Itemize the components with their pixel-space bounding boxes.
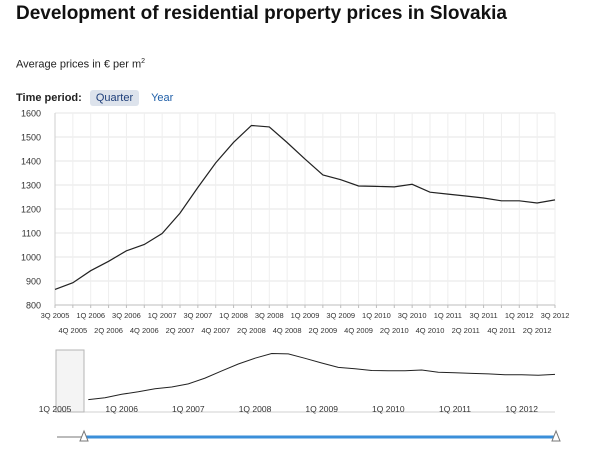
data-point[interactable] [160,231,165,236]
x-tick-label: 1Q 2008 [219,311,248,320]
x-tick-label: 2Q 2010 [380,326,409,335]
x-tick-label: 1Q 2011 [434,311,462,320]
data-point[interactable] [445,192,450,197]
x-tick-label: 2Q 2007 [166,326,195,335]
data-point[interactable] [338,177,343,182]
x-tick-label: 1Q 2012 [505,311,534,320]
quarter-button[interactable]: Quarter [89,90,140,106]
data-point[interactable] [70,280,75,285]
data-point[interactable] [124,248,129,253]
x-tick-label: 2Q 2011 [452,326,480,335]
y-tick-label: 1600 [21,109,41,119]
x-tick-label: 2Q 2006 [94,326,123,335]
navigator-selection[interactable] [55,349,85,413]
y-tick-label: 1500 [21,133,41,143]
x-tick-label: 4Q 2009 [344,326,373,335]
data-point[interactable] [481,195,486,200]
chart-title: Development of residential property pric… [16,3,507,24]
x-tick-label: 1Q 2007 [148,311,177,320]
data-point[interactable] [106,259,111,264]
y-tick-label: 1000 [21,253,41,263]
navigator-label: 1Q 2005 [39,404,72,414]
data-point[interactable] [303,157,308,162]
navigator-label: 1Q 2008 [239,404,272,414]
slider-handle-left[interactable] [79,429,89,442]
x-tick-label: 3Q 2008 [255,311,284,320]
x-tick-label: 1Q 2010 [362,311,391,320]
data-point[interactable] [249,123,254,128]
x-tick-label: 4Q 2005 [58,326,87,335]
x-tick-label: 4Q 2007 [201,326,230,335]
navigator-label: 1Q 2011 [439,404,471,414]
data-point[interactable] [267,124,272,129]
data-point[interactable] [142,242,147,247]
data-point[interactable] [195,185,200,190]
navigator-label: 1Q 2012 [505,404,538,414]
data-point[interactable] [535,201,540,206]
x-tick-label: 3Q 2007 [183,311,212,320]
navigator-label: 1Q 2007 [172,404,205,414]
x-tick-label: 4Q 2006 [130,326,159,335]
slider-handle-right[interactable] [551,429,561,442]
data-point[interactable] [320,172,325,177]
data-point[interactable] [517,198,522,203]
x-tick-label: 2Q 2009 [308,326,337,335]
x-tick-label: 4Q 2011 [487,326,515,335]
price-series-line [54,124,556,290]
x-tick-label: 3Q 2009 [326,311,355,320]
data-point[interactable] [410,182,415,187]
data-point[interactable] [553,197,558,202]
time-period-label: Time period: [16,92,82,104]
data-point[interactable] [213,160,218,165]
y-tick-label: 1100 [22,229,41,239]
navigator-series-line [88,352,556,401]
y-tick-label: 1200 [21,205,41,215]
data-point[interactable] [285,140,290,145]
x-tick-label: 2Q 2008 [237,326,266,335]
chart-subtitle: Average prices in € per m2 [16,58,145,71]
subtitle-text: Average prices in € per m [16,58,142,71]
data-point[interactable] [178,211,183,216]
x-tick-label: 4Q 2010 [416,326,445,335]
data-point[interactable] [88,268,93,273]
data-point[interactable] [53,287,58,292]
data-point[interactable] [499,198,504,203]
data-point[interactable] [428,190,433,195]
x-tick-label: 1Q 2009 [291,311,320,320]
x-tick-label: 3Q 2011 [469,311,497,320]
x-tick-label: 2Q 2012 [523,326,552,335]
x-tick-label: 3Q 2005 [41,311,70,320]
y-tick-label: 1400 [21,157,41,167]
x-tick-label: 4Q 2008 [273,326,302,335]
time-period-control: Time period: Quarter Year [16,90,179,106]
data-point[interactable] [356,183,361,188]
data-point[interactable] [392,184,397,189]
y-tick-label: 800 [26,301,41,311]
data-point[interactable] [463,194,468,199]
x-tick-label: 1Q 2006 [76,311,105,320]
y-tick-label: 900 [26,277,41,287]
x-tick-label: 3Q 2010 [398,311,427,320]
data-point[interactable] [231,140,236,145]
data-point[interactable] [374,184,379,189]
x-tick-label: 3Q 2012 [541,311,570,320]
year-button[interactable]: Year [151,92,174,104]
y-tick-label: 1300 [21,181,41,191]
subtitle-superscript: 2 [141,58,146,65]
x-tick-label: 3Q 2006 [112,311,141,320]
navigator-label: 1Q 2010 [372,404,405,414]
navigator-label: 1Q 2009 [305,404,338,414]
navigator-label: 1Q 2006 [105,404,138,414]
